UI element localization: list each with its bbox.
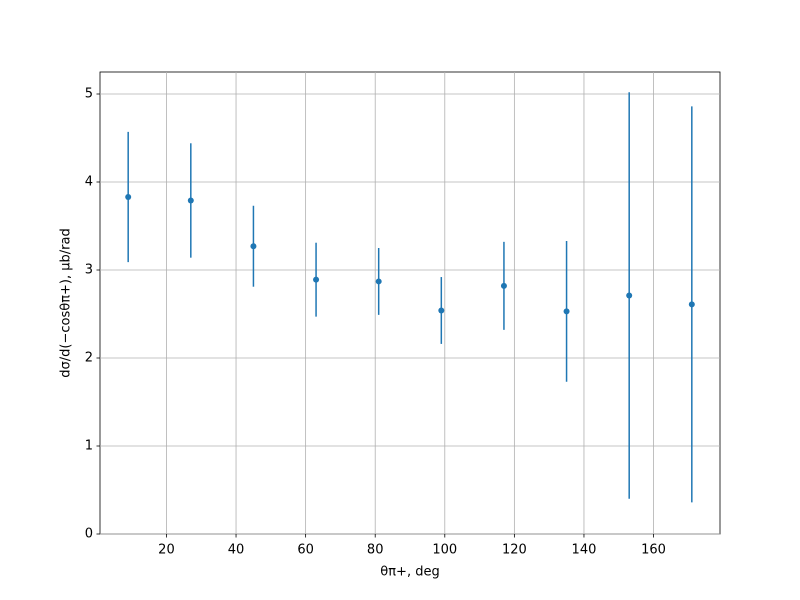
data-point: [626, 292, 633, 299]
x-tick-label: 20: [158, 543, 175, 558]
x-tick-label: 40: [228, 543, 245, 558]
y-tick-label: 3: [85, 263, 93, 278]
x-tick-label: 100: [432, 543, 457, 558]
data-point: [125, 193, 132, 200]
x-tick-label: 60: [297, 543, 314, 558]
data-point: [250, 243, 257, 250]
data-point: [313, 276, 320, 283]
y-axis-label: dσ/d(−cosθπ+), μb/rad: [59, 228, 74, 377]
y-tick-label: 4: [85, 175, 93, 190]
y-tick-label: 1: [85, 439, 93, 454]
y-tick-label: 0: [85, 527, 93, 542]
data-point: [563, 308, 570, 315]
data-point: [688, 301, 695, 308]
x-tick-label: 140: [572, 543, 597, 558]
x-tick-label: 160: [641, 543, 666, 558]
y-tick-label: 2: [85, 351, 93, 366]
y-tick-label: 5: [85, 87, 93, 102]
plot-frame: [99, 71, 721, 535]
x-tick-label: 120: [502, 543, 527, 558]
data-point: [500, 282, 507, 289]
x-tick-label: 80: [367, 543, 384, 558]
data-point: [187, 197, 194, 204]
data-point: [438, 307, 445, 314]
x-axis-label: θπ+, deg: [380, 565, 439, 580]
data-point: [375, 278, 382, 285]
